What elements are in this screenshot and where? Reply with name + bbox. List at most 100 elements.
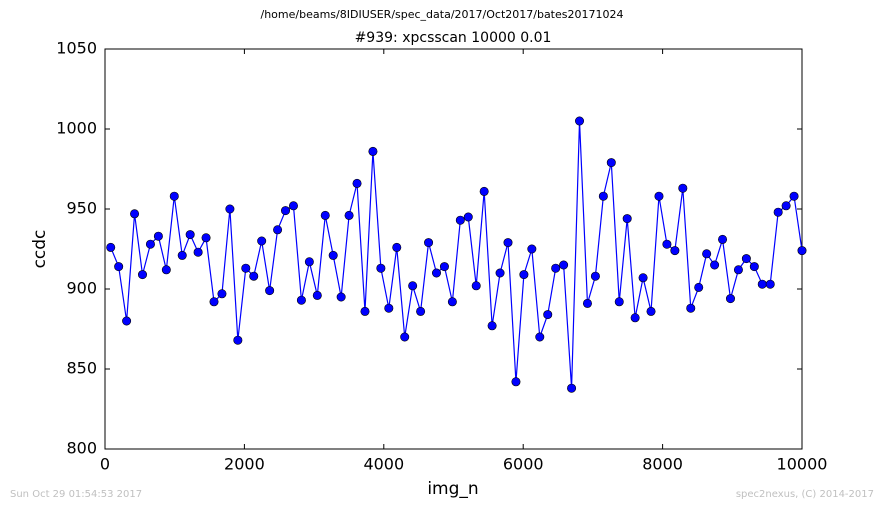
data-point (257, 236, 267, 246)
data-point (273, 225, 283, 235)
y-tick-label: 950 (66, 199, 97, 218)
data-point (606, 158, 616, 168)
data-point (106, 242, 116, 252)
x-tick-label: 6000 (503, 455, 544, 474)
data-point (447, 297, 457, 307)
data-point (519, 270, 529, 280)
data-point (765, 279, 775, 289)
data-point (551, 263, 561, 273)
data-point (153, 231, 163, 241)
data-point (137, 270, 147, 280)
data-point (400, 332, 410, 342)
data-point (177, 250, 187, 260)
data-point (646, 306, 656, 316)
data-point (598, 191, 608, 201)
suptitle: /home/beams/8IDIUSER/spec_data/2017/Oct2… (261, 8, 624, 21)
data-point (233, 335, 243, 345)
data-point (582, 298, 592, 308)
data-point (718, 234, 728, 244)
data-point (789, 191, 799, 201)
footer-left: Sun Oct 29 01:54:53 2017 (10, 489, 142, 500)
data-point (130, 209, 140, 219)
data-point (320, 210, 330, 220)
data-point (281, 206, 291, 216)
data-point (416, 306, 426, 316)
plot-frame (104, 48, 803, 450)
x-tick-label: 4000 (363, 455, 404, 474)
data-point (797, 246, 807, 256)
data-point (511, 377, 521, 387)
data-point (575, 116, 585, 126)
data-point (145, 239, 155, 249)
y-tick-label: 1050 (56, 39, 97, 58)
footer-right: spec2nexus, (C) 2014-2017 (736, 489, 874, 500)
data-point (376, 263, 386, 273)
data-point (638, 273, 648, 283)
data-point (773, 207, 783, 217)
x-tick-label: 8000 (642, 455, 683, 474)
data-point (122, 316, 132, 326)
data-point (288, 201, 298, 211)
data-point (654, 191, 664, 201)
data-point (559, 260, 569, 270)
data-point (622, 214, 632, 224)
data-point (161, 265, 171, 275)
data-point (328, 250, 338, 260)
x-axis-label: img_n (427, 479, 478, 499)
data-point (733, 265, 743, 275)
x-tick-label: 10000 (777, 455, 828, 474)
data-line (110, 120, 803, 389)
data-point (670, 246, 680, 256)
data-point (590, 271, 600, 281)
data-point (209, 297, 219, 307)
data-point (360, 306, 370, 316)
data-point (694, 282, 704, 292)
data-point (265, 286, 275, 296)
data-point (630, 313, 640, 323)
data-point (392, 242, 402, 252)
data-point (567, 383, 577, 393)
data-point (479, 186, 489, 196)
data-point (185, 230, 195, 240)
data-point (781, 201, 791, 211)
data-point (710, 260, 720, 270)
data-point (352, 178, 362, 188)
data-point (225, 204, 235, 214)
y-tick-label: 1000 (56, 119, 97, 138)
data-point (344, 210, 354, 220)
data-point (368, 146, 378, 156)
data-point (217, 289, 227, 299)
data-point (686, 303, 696, 313)
data-point (527, 244, 537, 254)
data-point (296, 295, 306, 305)
data-point (169, 191, 179, 201)
data-point (312, 290, 322, 300)
y-axis-label: ccdc (30, 230, 50, 269)
data-point (741, 254, 751, 264)
y-tick-label: 800 (66, 439, 97, 458)
data-point (495, 268, 505, 278)
data-point (678, 183, 688, 193)
data-point (431, 268, 441, 278)
data-point (193, 247, 203, 257)
data-point (304, 257, 314, 267)
data-point (241, 263, 251, 273)
data-point (455, 215, 465, 225)
x-tick-label: 2000 (224, 455, 265, 474)
data-point (336, 292, 346, 302)
data-point (543, 310, 553, 320)
data-point (439, 262, 449, 272)
data-point (503, 238, 513, 248)
chart-title: #939: xpcsscan 10000 0.01 (355, 30, 552, 46)
data-point (535, 332, 545, 342)
data-point (614, 297, 624, 307)
data-point (201, 233, 211, 243)
data-point (749, 262, 759, 272)
data-point (424, 238, 434, 248)
data-point (114, 262, 124, 272)
data-point (662, 239, 672, 249)
data-point (725, 294, 735, 304)
data-point (408, 281, 418, 291)
data-point (471, 281, 481, 291)
data-point (757, 279, 767, 289)
